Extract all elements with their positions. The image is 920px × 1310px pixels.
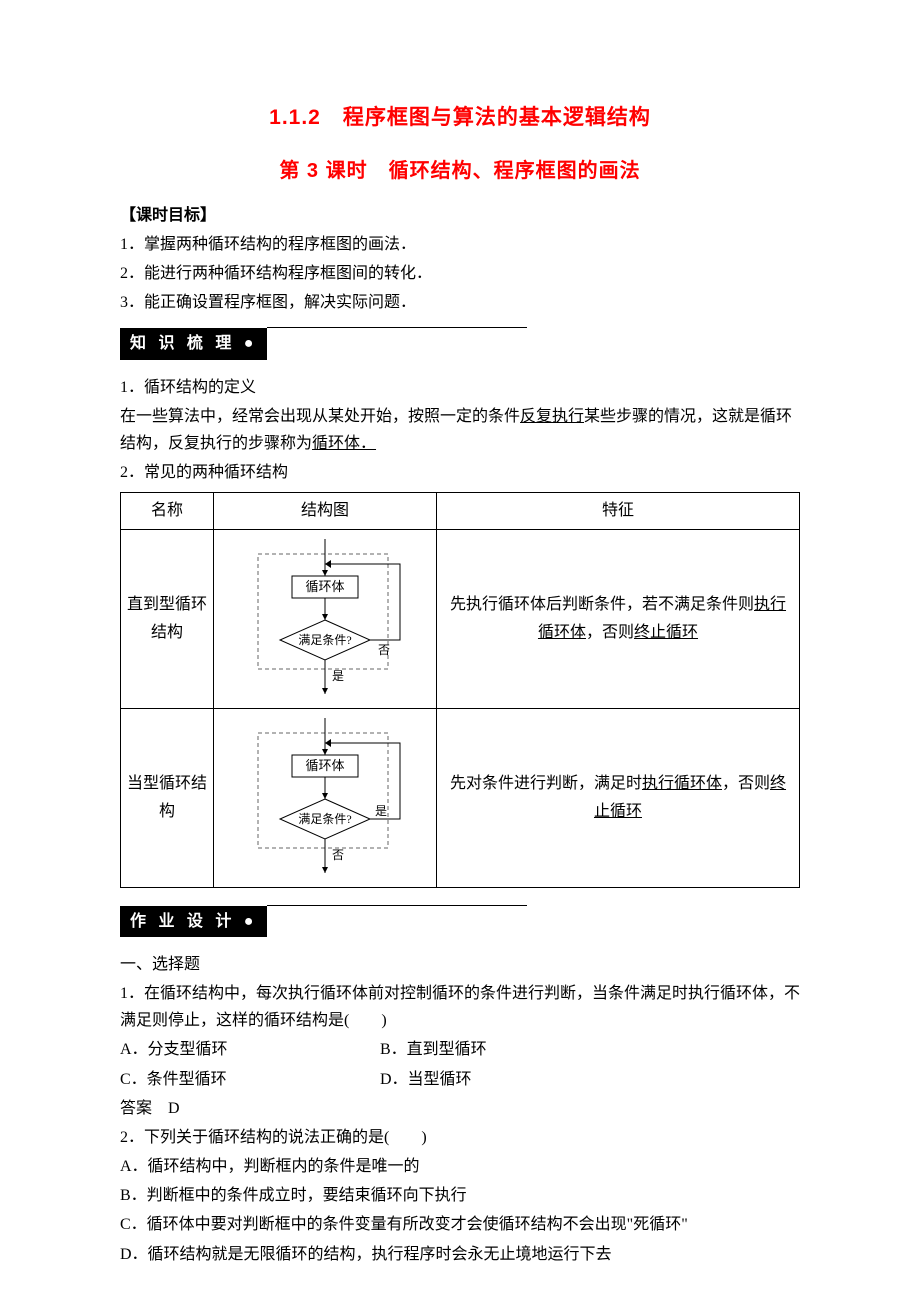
def-underline-2: 循环体．: [312, 435, 376, 452]
body-label-2: 循环体: [305, 758, 344, 773]
table-row: 当型循环结构 循环体: [121, 708, 800, 887]
doc-subtitle: 第 3 课时 循环结构、程序框图的画法: [120, 154, 800, 188]
while-loop-flowchart: 循环体 满足条件? 是 否: [230, 713, 420, 883]
def-underline-1: 反复执行: [520, 408, 584, 425]
body-label-1: 循环体: [305, 579, 344, 594]
common-heading: 2．常见的两种循环结构: [120, 459, 800, 486]
def-text-1: 在一些算法中，经常会出现从某处开始，按照一定的条件: [120, 408, 520, 425]
loop-structures-table: 名称 结构图 特征 直到型循环结构: [120, 492, 800, 887]
goal-2: 2．能进行两种循环结构程序框图间的转化．: [120, 260, 800, 287]
goal-3: 3．能正确设置程序框图，解决实际问题．: [120, 289, 800, 316]
row2-diagram: 循环体 满足条件? 是 否: [214, 708, 437, 887]
row2-name: 当型循环结构: [121, 708, 214, 887]
q2-opt-b: B．判断框中的条件成立时，要结束循环向下执行: [120, 1182, 800, 1209]
q1-row-ab: A．分支型循环 B．直到型循环: [120, 1036, 800, 1063]
yes-label-1: 是: [332, 669, 344, 683]
r1-f1: 先执行循环体后判断条件，若不满足条件则: [450, 596, 754, 613]
definition-heading: 1．循环结构的定义: [120, 374, 800, 401]
q1-stem: 1．在循环结构中，每次执行循环体前对控制循环的条件进行判断，当条件满足时执行循环…: [120, 980, 800, 1034]
q1-opt-b: B．直到型循环: [380, 1036, 487, 1063]
q1-answer: 答案 D: [120, 1095, 800, 1122]
table-row: 直到型循环结构 循环体: [121, 529, 800, 708]
document-page: 1.1.2 程序框图与算法的基本逻辑结构 第 3 课时 循环结构、程序框图的画法…: [0, 0, 920, 1310]
th-name: 名称: [121, 493, 214, 529]
row2-feature: 先对条件进行判断，满足时执行循环体，否则终止循环: [437, 708, 800, 887]
table-header-row: 名称 结构图 特征: [121, 493, 800, 529]
until-loop-flowchart: 循环体 满足条件? 否 是: [230, 534, 420, 704]
homework-label: 作 业 设 计 ●: [120, 906, 267, 937]
q2-stem: 2．下列关于循环结构的说法正确的是( ): [120, 1124, 800, 1151]
q2-opt-d: D．循环结构就是无限循环的结构，执行程序时会永无止境地运行下去: [120, 1241, 800, 1268]
yes-label-2: 是: [375, 804, 387, 818]
cond-label-2: 满足条件?: [298, 812, 351, 826]
th-feature: 特征: [437, 493, 800, 529]
r1-f2: ，否则: [586, 624, 634, 641]
q1-opt-c: C．条件型循环: [120, 1066, 380, 1093]
row1-name: 直到型循环结构: [121, 529, 214, 708]
r2-f2: ，否则: [722, 775, 770, 792]
no-label-1: 否: [378, 643, 390, 657]
th-diagram: 结构图: [214, 493, 437, 529]
q1-opt-a: A．分支型循环: [120, 1036, 380, 1063]
q1-row-cd: C．条件型循环 D．当型循环: [120, 1066, 800, 1093]
cond-label-1: 满足条件?: [298, 633, 351, 647]
definition-body: 在一些算法中，经常会出现从某处开始，按照一定的条件反复执行某些步骤的情况，这就是…: [120, 403, 800, 457]
r2-f1: 先对条件进行判断，满足时: [450, 775, 642, 792]
q2-opt-a: A．循环结构中，判断框内的条件是唯一的: [120, 1153, 800, 1180]
questions-section: 一、选择题 1．在循环结构中，每次执行循环体前对控制循环的条件进行判断，当条件满…: [120, 951, 800, 1268]
row1-feature: 先执行循环体后判断条件，若不满足条件则执行循环体，否则终止循环: [437, 529, 800, 708]
r1-u2: 终止循环: [634, 624, 698, 641]
goals-heading: 【课时目标】: [120, 202, 800, 229]
no-label-2: 否: [332, 848, 344, 862]
doc-title: 1.1.2 程序框图与算法的基本逻辑结构: [120, 100, 800, 136]
mc-heading: 一、选择题: [120, 951, 800, 978]
knowledge-label: 知 识 梳 理 ●: [120, 328, 267, 359]
row1-diagram: 循环体 满足条件? 否 是: [214, 529, 437, 708]
q1-opt-d: D．当型循环: [380, 1066, 472, 1093]
q2-opt-c: C．循环体中要对判断框中的条件变量有所改变才会使循环结构不会出现"死循环": [120, 1211, 800, 1238]
goal-1: 1．掌握两种循环结构的程序框图的画法．: [120, 231, 800, 258]
r2-u1: 执行循环体: [642, 775, 722, 792]
